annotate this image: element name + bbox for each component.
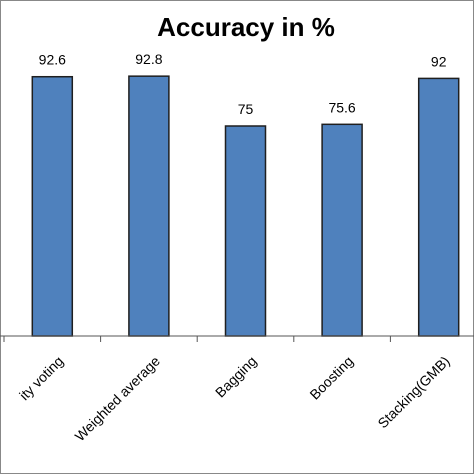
bar <box>417 77 460 337</box>
bar <box>31 75 74 337</box>
bar <box>128 75 170 337</box>
bar <box>321 123 363 337</box>
data-label: 75.6 <box>328 99 355 115</box>
data-labels-layer: 92.6 92.8 75 75.6 92 <box>39 51 447 117</box>
data-label: 92.6 <box>39 52 66 68</box>
bar <box>224 125 267 337</box>
data-label: 92 <box>431 53 447 69</box>
data-label: 75 <box>238 101 254 117</box>
chart-title: Accuracy in % <box>157 12 335 42</box>
data-label: 92.8 <box>135 51 162 67</box>
bars-layer <box>31 75 460 337</box>
x-axis <box>0 335 474 342</box>
